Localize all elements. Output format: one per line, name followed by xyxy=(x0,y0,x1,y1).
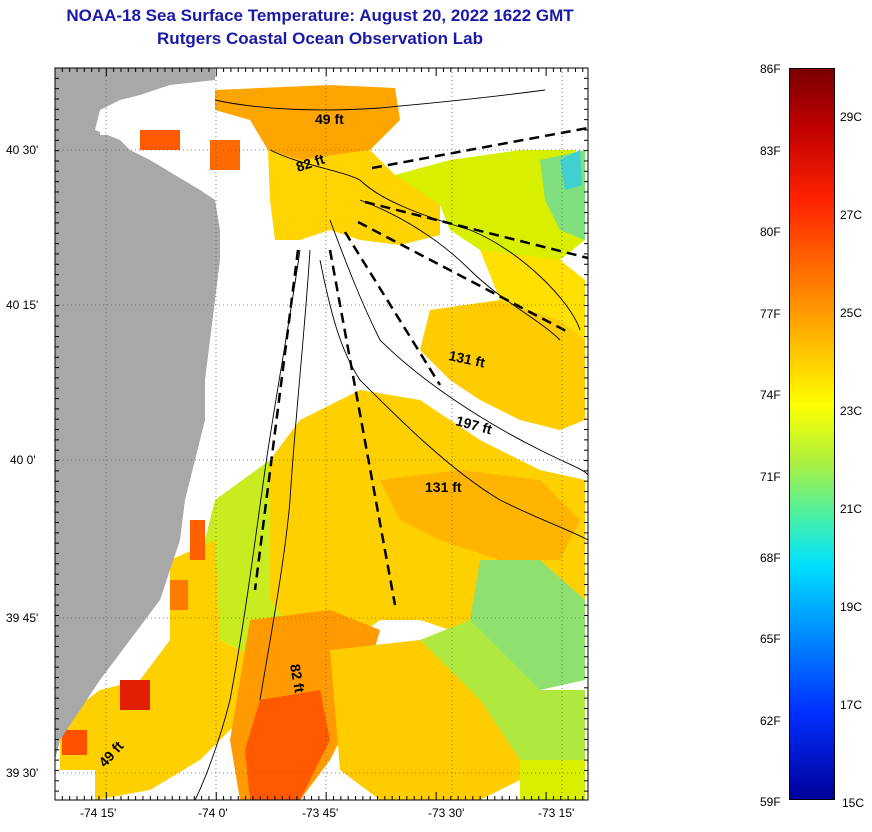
land-mask xyxy=(55,68,220,800)
colorbar-c-label: 15C xyxy=(842,796,865,810)
lat-label: 40 0' xyxy=(10,453,36,467)
lat-label: 39 30' xyxy=(6,766,39,780)
lon-label: -74 0' xyxy=(198,806,228,820)
colorbar-c-label: 23C xyxy=(840,404,863,418)
isobath-label: 49 ft xyxy=(315,111,344,127)
colorbar-f-label: 86F xyxy=(760,62,781,76)
colorbar-c-label: 29C xyxy=(840,110,863,124)
lon-label: -73 30' xyxy=(428,806,465,820)
lon-label: -73 45' xyxy=(302,806,339,820)
map-subtitle: Rutgers Coastal Ocean Observation Lab xyxy=(157,29,483,48)
colorbar-f-label: 68F xyxy=(760,551,781,565)
colorbar-c-label: 19C xyxy=(840,600,863,614)
colorbar-f-label: 71F xyxy=(760,470,781,484)
colorbar-f-label: 77F xyxy=(760,307,781,321)
isobath-label: 82 ft xyxy=(287,663,308,694)
map-title: NOAA-18 Sea Surface Temperature: August … xyxy=(66,6,574,25)
lat-label: 40 15' xyxy=(6,298,39,312)
lon-label: -74 15' xyxy=(80,806,117,820)
colorbar-f-label: 74F xyxy=(760,388,781,402)
colorbar-f-label: 59F xyxy=(760,795,781,809)
colorbar-c-label: 25C xyxy=(840,306,863,320)
colorbar-c-label: 27C xyxy=(840,208,863,222)
colorbar-c-label: 21C xyxy=(840,502,863,516)
colorbar-f-label: 62F xyxy=(760,714,781,728)
transect-lines xyxy=(253,126,589,606)
sst-field xyxy=(60,85,585,800)
colorbar-f-label: 83F xyxy=(760,144,781,158)
colorbar-f-label: 80F xyxy=(760,225,781,239)
lon-label: -73 15' xyxy=(538,806,575,820)
colorbar-f-label: 65F xyxy=(760,632,781,646)
axis-ticks xyxy=(54,67,588,800)
temperature-colorbar xyxy=(789,68,835,800)
colorbar-c-label: 17C xyxy=(840,698,863,712)
isobath-label: 131 ft xyxy=(447,347,486,370)
lat-label: 40 30' xyxy=(6,143,39,157)
graticule xyxy=(55,68,588,800)
isobath-label: 131 ft xyxy=(425,479,462,495)
lat-label: 39 45' xyxy=(6,611,39,625)
